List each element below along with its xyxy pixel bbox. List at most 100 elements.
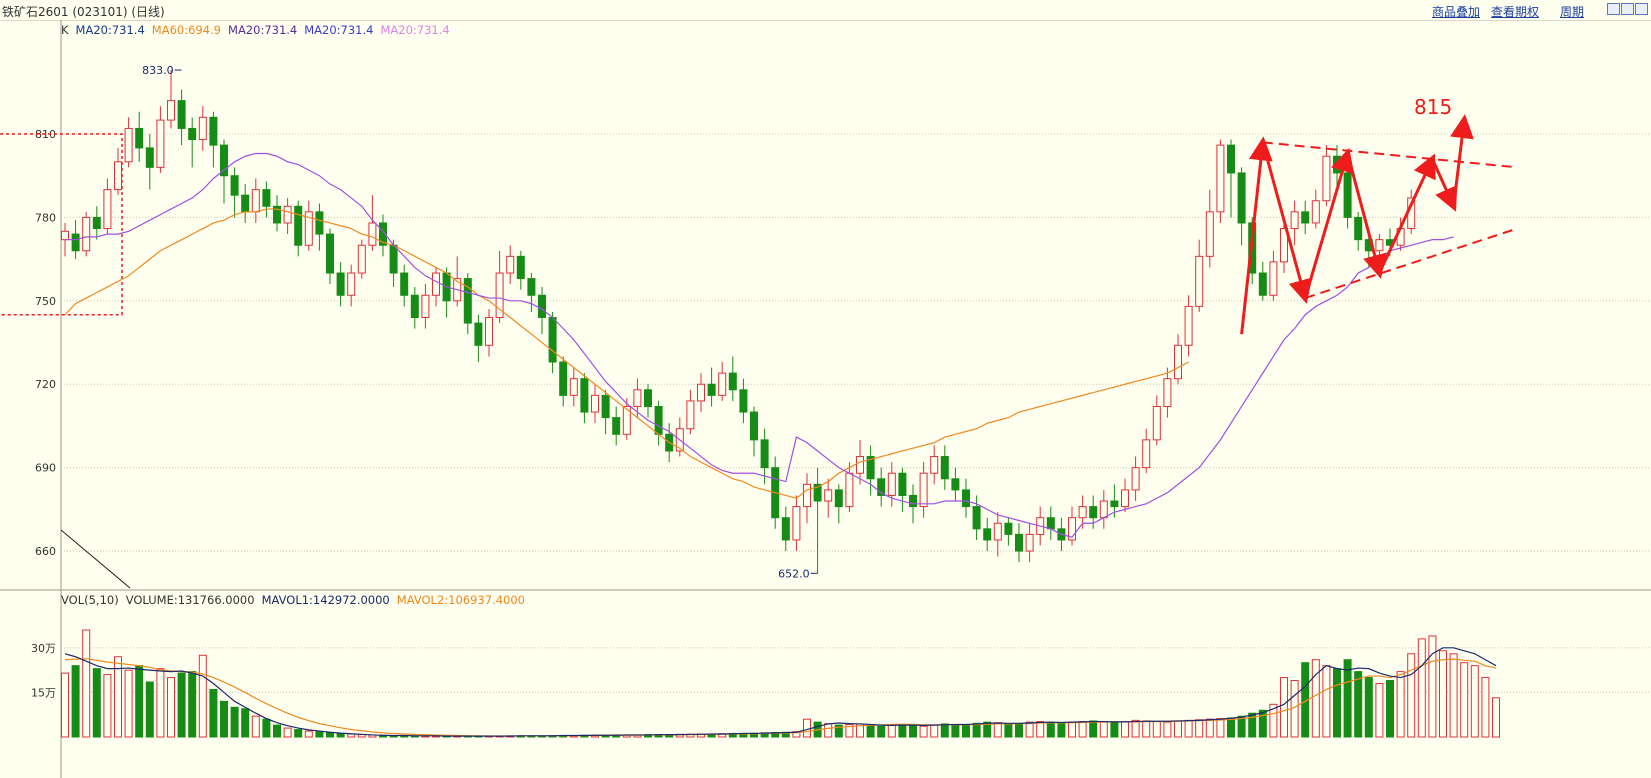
candle-body [707,383,716,396]
candle-body [61,230,69,241]
volume-bar [1439,650,1447,738]
volume-bar [1375,683,1384,738]
candle-body [92,216,101,230]
volume-bar [326,732,334,738]
price-extreme-label: 833.0 [142,64,174,77]
volume-bar [273,724,281,738]
shrink-icon[interactable] [1607,3,1620,15]
candle-body [230,175,239,196]
candle-body [940,456,949,480]
candle-body [919,472,928,508]
volume-bar [230,706,239,738]
volume-bar [803,718,811,738]
candle-body [124,127,133,163]
candle-body [145,147,154,168]
candle-body [368,222,377,246]
volume-bar [1364,677,1373,738]
price-tick-label: 780 [35,211,56,224]
volume-bar [1428,635,1437,738]
candle-body [474,322,483,346]
candle-body [951,478,960,491]
volume-bar [1343,659,1352,738]
trend-line [60,529,131,589]
candle-body [1301,211,1310,224]
price-indicator-text-1: MA20:731.4 [76,23,145,37]
volume-bar [1460,662,1469,738]
candle-body [718,372,727,396]
candle-body [463,278,472,324]
candle-body [834,489,843,508]
candle-body [1216,144,1225,213]
volume-bar [1046,722,1055,738]
volume-bar [1248,712,1257,738]
volume-bar [1481,677,1490,738]
volume-bar [177,672,186,738]
volume-bar [167,677,175,738]
futures-chart: 660 690 720 750 780 810 30万 15万 833.0 652.0 815 K MA… [0,20,1651,778]
candle-body [972,506,981,530]
candle-body [283,205,292,224]
volume-bar [972,722,981,738]
volume-bar [347,733,356,738]
candle-body [644,389,652,407]
volume-bar [220,700,228,738]
candle-body [1354,216,1363,241]
trend-arrow [1261,141,1313,304]
candle-body [1333,155,1341,174]
view-options-link[interactable]: 查看期权 [1491,5,1540,19]
commodity-overlay-link[interactable]: 商品叠加 [1432,5,1481,19]
volume-bar [834,724,843,738]
candle-body [739,389,748,413]
period-link[interactable]: 周期 [1560,5,1585,19]
candle-body [1290,211,1299,230]
candle-body [728,372,737,391]
volume-indicator-text-0: VOL(5,10) [61,593,119,607]
expand-icon[interactable] [1621,3,1634,15]
candle-body [220,144,228,177]
selection-box [0,133,123,316]
candle-body [527,278,536,296]
candle-body [1174,344,1182,380]
price-indicator-text-5: MA20:731.4 [380,23,449,37]
candle-body [1089,506,1098,519]
candle-body [697,383,705,402]
volume-bar [82,629,91,738]
candle-body [1237,172,1246,224]
volume-bar [845,724,854,738]
candle-body [1099,500,1108,519]
candle-body [962,489,970,508]
volume-bar [1396,671,1405,738]
volume-bar [951,724,960,738]
candle-body [612,417,621,435]
volume-bar [866,725,875,738]
price-tick-label: 720 [35,378,56,391]
candle-body [103,189,112,230]
volume-bar [1227,717,1235,738]
volume-bar [1057,722,1066,738]
volume-bar [71,665,80,738]
candle-body [326,233,334,274]
candle-body [357,244,366,274]
candle-body [686,400,695,430]
candle-body [315,211,324,235]
instrument-title: 铁矿石2601 (023101) (日线) [2,5,165,19]
candle-body [877,478,886,496]
volume-bar [1280,677,1288,738]
volume-bar [1269,703,1278,738]
price-indicator-text-0: K [61,23,69,37]
candle-body [622,405,631,435]
volume-bar [294,729,303,738]
volume-bar [61,672,69,738]
candle-body [1195,255,1204,307]
candle-body [559,361,568,396]
volume-bar [145,681,154,738]
candle-body [1375,239,1384,252]
candle-body [262,189,271,207]
candle-body [1269,261,1278,296]
restore-icon[interactable] [1635,3,1648,15]
candle-body [887,472,896,496]
candle-body [760,439,769,469]
candle-body [1142,439,1151,469]
price-indicator-text-2: MA60:694.9 [152,23,221,37]
candle-body [750,411,758,441]
